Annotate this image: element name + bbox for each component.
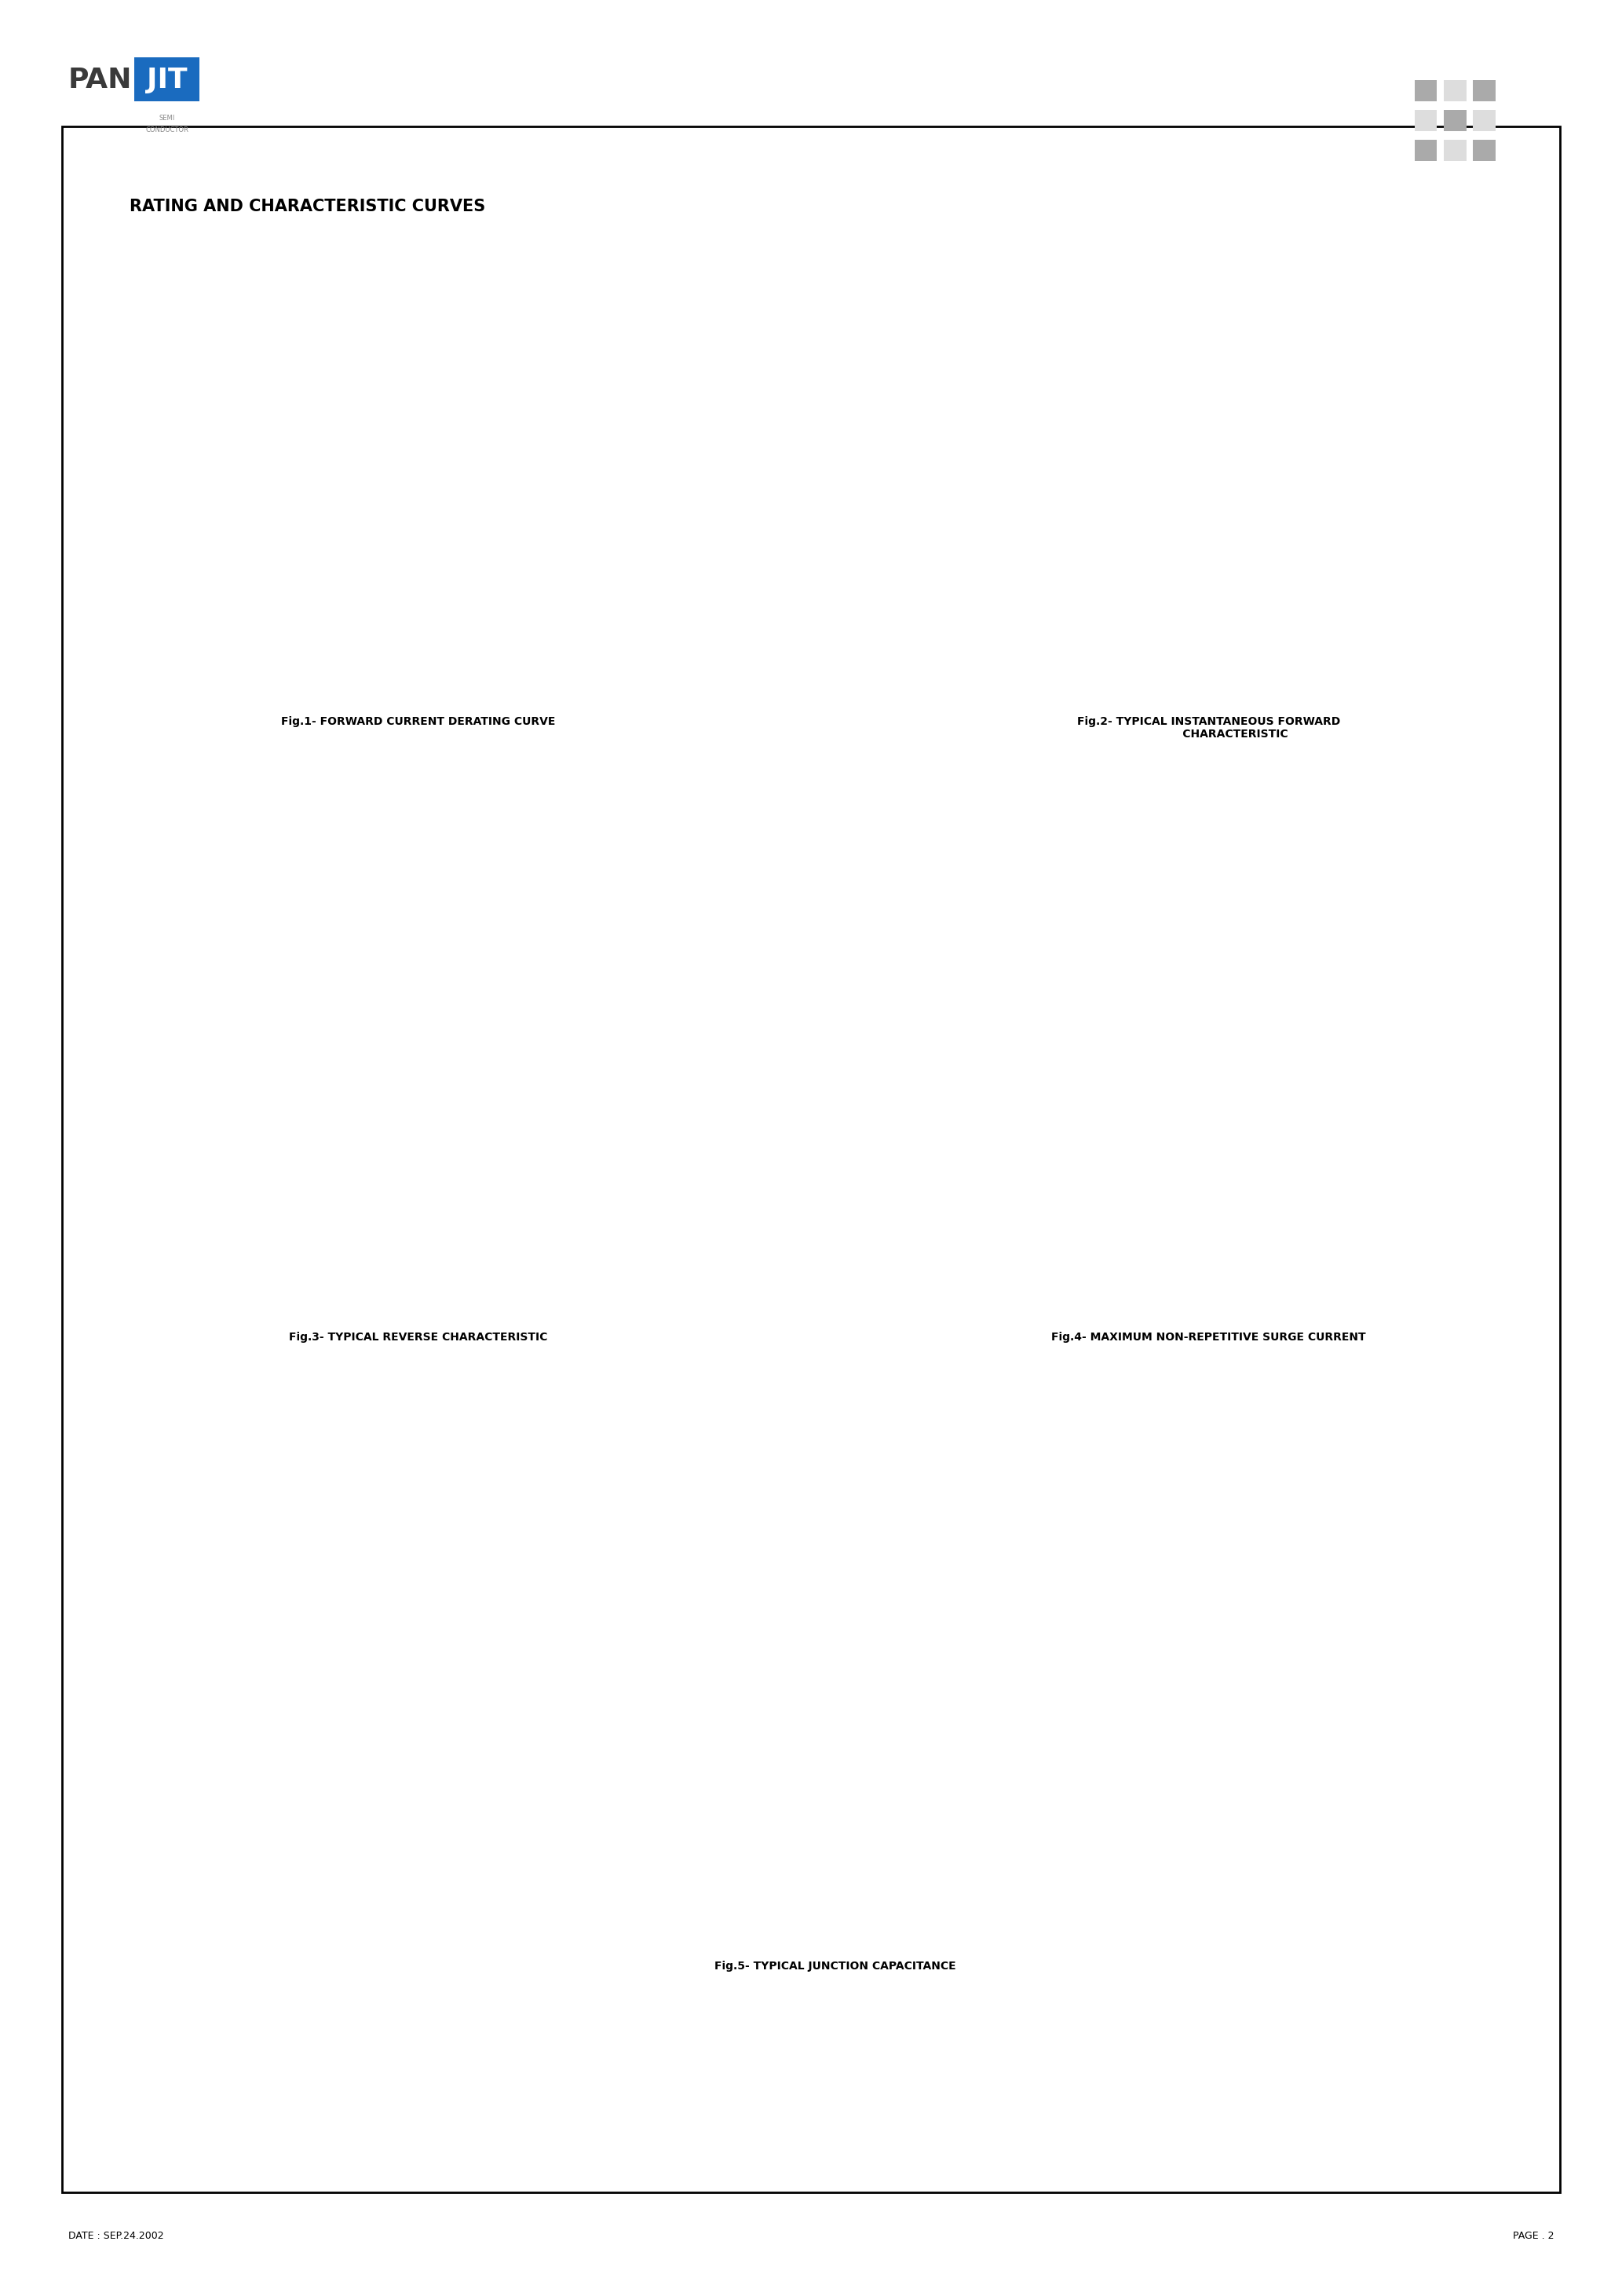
Text: Tc = 25°C: Tc = 25°C — [480, 1215, 522, 1221]
Y-axis label: PEAK FORWARD SURGE CURRENT,: PEAK FORWARD SURGE CURRENT, — [843, 978, 853, 1146]
X-axis label: CASE TEMPERATURE,  °C: CASE TEMPERATURE, °C — [357, 698, 478, 707]
Bar — [1473, 110, 1495, 131]
FancyBboxPatch shape — [135, 57, 200, 101]
Text: Fig.1- FORWARD CURRENT DERATING CURVE: Fig.1- FORWARD CURRENT DERATING CURVE — [281, 716, 556, 728]
Text: DATE : SEP.24.2002: DATE : SEP.24.2002 — [68, 2232, 164, 2241]
Text: 20,30,40V: 20,30,40V — [934, 315, 980, 324]
Bar — [1414, 140, 1437, 161]
Text: Tc = 75°C: Tc = 75°C — [480, 1035, 522, 1045]
Y-axis label: INSTANTANEOUS REVERSE CURRENT, MILAMPERES: INSTANTANEOUS REVERSE CURRENT, MILAMPERE… — [146, 951, 152, 1173]
Bar — [1414, 80, 1437, 101]
Text: PAGE . 2: PAGE . 2 — [1513, 2232, 1554, 2241]
Text: PAN: PAN — [68, 67, 131, 94]
Y-axis label: CAPACITANCE, pF: CAPACITANCE, pF — [495, 1651, 504, 1736]
X-axis label: INSTANTANEOUS FORWARD VOLTAGE, VOLTS: INSTANTANEOUS FORWARD VOLTAGE, VOLTS — [1098, 698, 1319, 707]
Y-axis label: AVERAGE FORWARD CURRENT: AVERAGE FORWARD CURRENT — [143, 411, 152, 560]
Bar — [1444, 80, 1466, 101]
Bar — [1473, 80, 1495, 101]
Text: Tc = 100°C: Tc = 100°C — [456, 969, 504, 976]
Text: CONDUCTOR: CONDUCTOR — [146, 126, 188, 133]
Text: Fig.3- TYPICAL REVERSE CHARACTERISTIC: Fig.3- TYPICAL REVERSE CHARACTERISTIC — [289, 1332, 548, 1343]
Bar — [1444, 110, 1466, 131]
Text: Tj = 25°C
Pulse Width = 300μs
1% Duty Cycle: Tj = 25°C Pulse Width = 300μs 1% Duty Cy… — [1181, 641, 1272, 666]
X-axis label: NO. OF CYCLE AT 60HZ: NO. OF CYCLE AT 60HZ — [1152, 1309, 1265, 1318]
Text: RATING AND CHARACTERISTIC CURVES: RATING AND CHARACTERISTIC CURVES — [130, 200, 485, 214]
Text: 80,100V: 80,100V — [1320, 383, 1356, 390]
X-axis label: PERCENT OF PEAK REVERSE VOLTAGE: PERCENT OF PEAK REVERSE VOLTAGE — [331, 1309, 504, 1318]
Bar — [1414, 110, 1437, 131]
X-axis label: REVERSE VOLTAGE, VOLTS: REVERSE VOLTAGE, VOLTS — [770, 1940, 900, 1949]
FancyBboxPatch shape — [62, 126, 1560, 2193]
Text: Fig.5- TYPICAL JUNCTION CAPACITANCE: Fig.5- TYPICAL JUNCTION CAPACITANCE — [715, 1961, 955, 1972]
Text: Fig.2- TYPICAL INSTANTANEOUS FORWARD
              CHARACTERISTIC: Fig.2- TYPICAL INSTANTANEOUS FORWARD CHA… — [1077, 716, 1340, 739]
Bar — [1444, 140, 1466, 161]
Text: Tj = 25°C: Tj = 25°C — [847, 1596, 894, 1607]
Text: SEMI: SEMI — [159, 115, 175, 122]
Y-axis label: INSTANTANEOUS FORWARD CURRENT
AMPERES: INSTANTANEOUS FORWARD CURRENT AMPERES — [835, 393, 856, 579]
Text: 8.3ms Single
Half Since-Wave
JEDEC Method: 8.3ms Single Half Since-Wave JEDEC Metho… — [1079, 962, 1150, 987]
Text: Fig.4- MAXIMUM NON-REPETITIVE SURGE CURRENT: Fig.4- MAXIMUM NON-REPETITIVE SURGE CURR… — [1051, 1332, 1366, 1343]
Bar — [1473, 140, 1495, 161]
Text: JIT: JIT — [148, 67, 187, 94]
Text: 50,60V: 50,60V — [1087, 310, 1118, 319]
